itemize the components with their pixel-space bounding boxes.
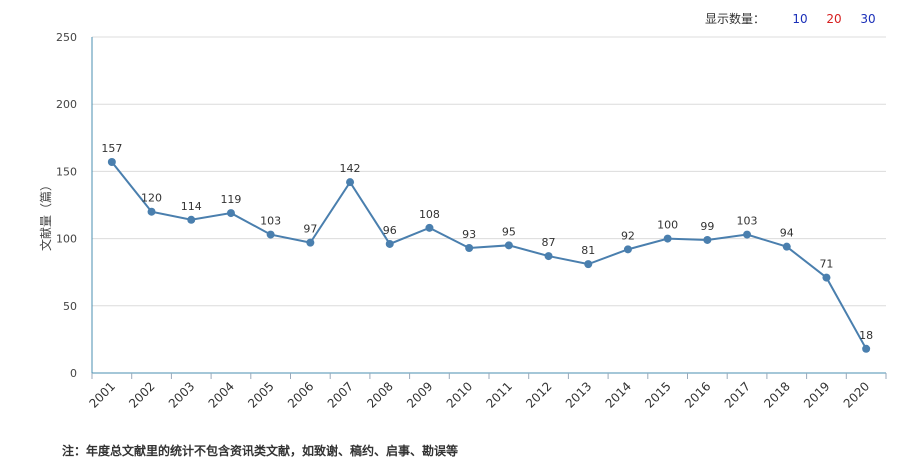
x-tick-label: 2012	[523, 379, 554, 410]
data-point	[266, 230, 275, 239]
x-tick-label: 2017	[722, 379, 753, 410]
data-label: 93	[462, 228, 476, 241]
data-label: 97	[303, 223, 317, 236]
x-tick-label: 2018	[761, 379, 792, 410]
x-tick-label: 2016	[682, 379, 713, 410]
data-label: 81	[581, 244, 595, 257]
data-point	[584, 260, 593, 269]
data-point	[306, 238, 315, 247]
data-label: 119	[220, 193, 241, 206]
data-point	[187, 215, 196, 224]
y-tick-label: 100	[56, 233, 77, 246]
x-tick-label: 2003	[166, 379, 197, 410]
x-tick-label: 2006	[285, 379, 316, 410]
data-point	[862, 344, 871, 353]
y-tick-label: 0	[70, 367, 77, 380]
x-tick-label: 2009	[404, 379, 435, 410]
data-point	[226, 209, 235, 218]
x-tick-label: 2014	[603, 379, 634, 410]
data-label: 103	[737, 215, 758, 228]
data-label: 114	[181, 200, 202, 213]
data-label: 157	[101, 142, 122, 155]
x-tick-label: 2007	[325, 379, 356, 410]
data-point	[147, 207, 156, 216]
data-label: 18	[859, 329, 873, 342]
data-label: 71	[819, 258, 833, 271]
data-point	[623, 245, 632, 254]
x-tick-label: 2010	[444, 379, 475, 410]
x-tick-label: 2005	[245, 379, 276, 410]
y-tick-label: 200	[56, 98, 77, 111]
line-chart: 0 50 100 150 200 250 2001 2002 2003 2004 2005 2006 2…	[38, 31, 887, 411]
y-axis-title: 文献量（篇）	[38, 179, 53, 251]
data-point	[385, 239, 394, 248]
display-count-option-30[interactable]: 30	[860, 11, 876, 26]
data-label: 142	[340, 162, 361, 175]
x-tick-label: 2013	[563, 379, 594, 410]
data-point	[346, 178, 355, 187]
data-point	[822, 273, 831, 282]
data-label: 120	[141, 192, 162, 205]
data-label: 100	[657, 219, 678, 232]
y-tick-label: 50	[63, 300, 77, 313]
display-count-option-20[interactable]: 20	[826, 11, 842, 26]
display-count-label: 显示数量：	[704, 12, 765, 26]
data-label: 92	[621, 229, 635, 242]
footnote: 注：年度总文献里的统计不包含资讯类文献，如致谢、稿约、启事、勘误等	[62, 444, 459, 458]
display-count-option-10[interactable]: 10	[792, 11, 808, 26]
x-tick-label: 2011	[483, 379, 514, 410]
data-point	[782, 242, 791, 251]
x-tick-label: 2019	[801, 379, 832, 410]
data-label: 95	[502, 225, 516, 238]
x-tick-label: 2004	[206, 379, 237, 410]
data-label: 94	[780, 227, 794, 240]
data-label: 103	[260, 215, 281, 228]
data-point	[743, 230, 752, 239]
series-line	[111, 161, 868, 350]
y-tick-label: 150	[56, 165, 77, 178]
data-label: 96	[383, 224, 397, 237]
display-count-controls: 显示数量： 10 20 30	[705, 10, 885, 27]
data-point	[425, 223, 434, 232]
data-label: 87	[542, 236, 556, 249]
data-point	[107, 157, 116, 166]
data-point	[504, 241, 513, 250]
x-tick-label: 2008	[364, 379, 395, 410]
y-tick-label: 250	[56, 31, 77, 44]
data-label: 108	[419, 208, 440, 221]
x-tick-label: 2015	[642, 379, 673, 410]
data-point	[663, 234, 672, 243]
data-point	[703, 235, 712, 244]
x-tick-label: 2001	[86, 379, 117, 410]
data-label: 99	[700, 220, 714, 233]
x-tick-label: 2020	[841, 379, 872, 410]
data-point	[465, 244, 474, 253]
data-point	[544, 252, 553, 261]
x-tick-label: 2002	[126, 379, 157, 410]
